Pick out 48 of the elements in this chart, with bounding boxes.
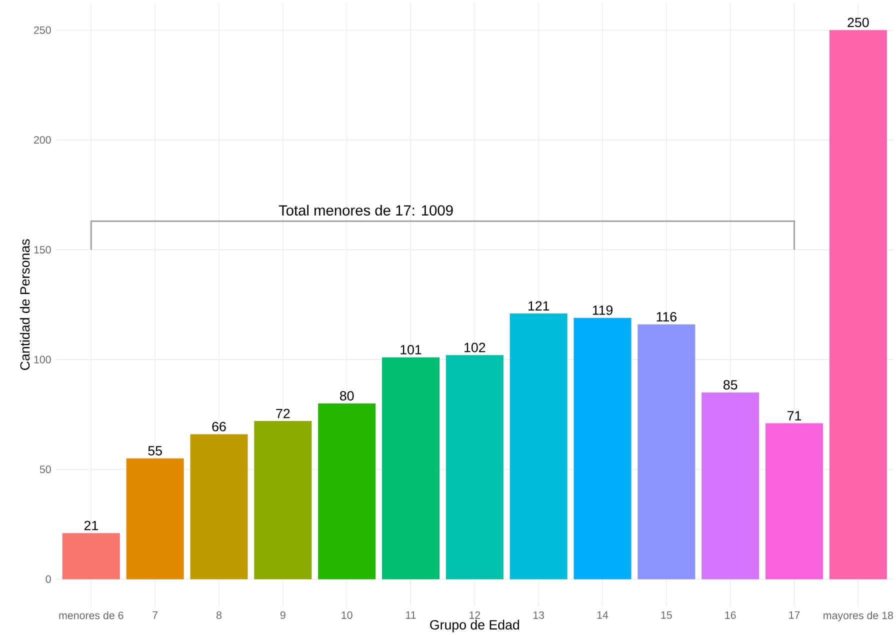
x-axis-title: Grupo de Edad xyxy=(430,620,520,632)
bar xyxy=(318,404,376,580)
x-tick-label: 10 xyxy=(342,612,352,620)
x-tick-label: 11 xyxy=(406,612,416,619)
data-label: 85 xyxy=(724,380,738,390)
data-label: 116 xyxy=(656,312,676,322)
bar xyxy=(638,324,696,580)
bar xyxy=(574,318,632,580)
x-tick-label: 14 xyxy=(597,612,608,619)
y-tick-label: 250 xyxy=(34,26,51,34)
data-label: 101 xyxy=(400,345,422,355)
y-axis-title: Cantidad de Personas xyxy=(20,239,30,370)
x-tick-label: 13 xyxy=(533,612,544,620)
x-tick-label: 8 xyxy=(216,612,222,620)
bar xyxy=(126,458,184,580)
data-label: 71 xyxy=(788,411,802,420)
data-label: 66 xyxy=(212,422,226,432)
y-tick-label: 100 xyxy=(34,356,51,364)
x-tick-label: mayores de 18 xyxy=(824,612,893,622)
x-tick-label: 15 xyxy=(661,612,672,619)
x-tick-label: 9 xyxy=(280,612,286,620)
x-tick-label: 7 xyxy=(152,612,158,619)
x-tick-label: 17 xyxy=(789,612,800,619)
bar xyxy=(254,421,312,580)
x-tick-label: 16 xyxy=(725,612,736,620)
y-tick-label: 200 xyxy=(34,136,51,144)
bar xyxy=(702,392,760,580)
bar xyxy=(510,314,568,580)
bar xyxy=(382,358,440,580)
y-tick-label: 150 xyxy=(34,246,51,254)
y-tick-label: 0 xyxy=(46,576,51,584)
bar xyxy=(446,355,504,580)
x-tick-label: 12 xyxy=(470,612,480,619)
bar xyxy=(62,533,120,580)
data-label: 72 xyxy=(276,408,290,418)
bar xyxy=(829,30,887,580)
data-label: 80 xyxy=(340,391,354,401)
data-label: 55 xyxy=(148,446,162,456)
data-label: 21 xyxy=(84,521,98,530)
annotation: Total menores de 17: 1009 xyxy=(278,205,453,216)
data-label: 102 xyxy=(464,342,486,352)
data-label: 121 xyxy=(528,301,550,311)
y-tick-label: 50 xyxy=(40,466,51,474)
data-label: 250 xyxy=(848,18,869,28)
x-tick-label: menores de 6 xyxy=(59,612,124,620)
bar xyxy=(190,434,248,580)
data-label: 119 xyxy=(592,306,613,316)
bar xyxy=(766,423,824,580)
